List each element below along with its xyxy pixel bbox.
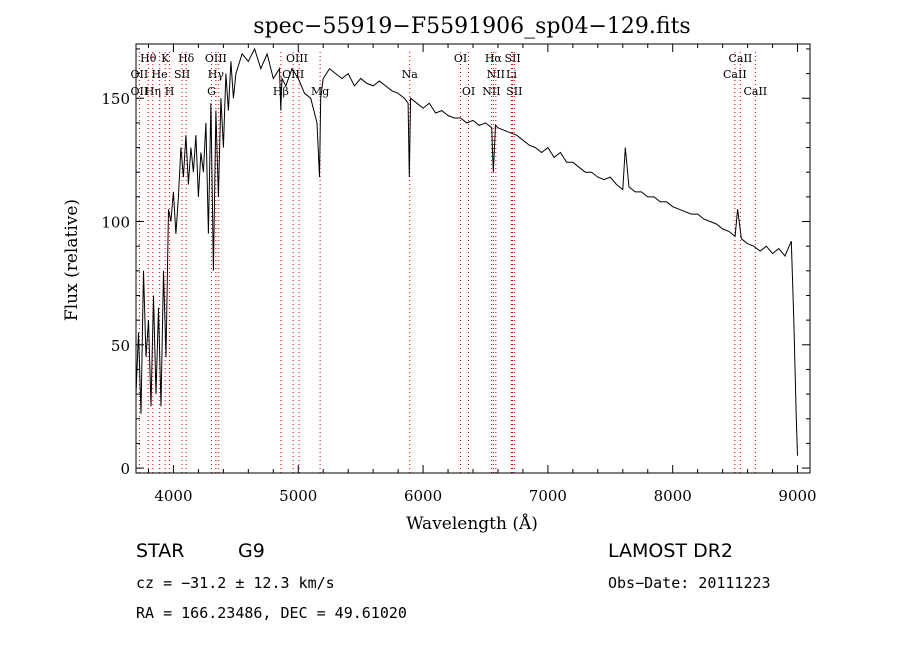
- y-axis-ticks: 0 50 100 150: [101, 48, 810, 478]
- y-tick-label: 150: [101, 90, 130, 108]
- y-tick-label: 0: [120, 460, 130, 478]
- line-label: Mg: [311, 85, 329, 98]
- x-tick-label: 6000: [404, 487, 442, 505]
- plot-frame: [135, 43, 811, 474]
- line-label: OI: [462, 85, 475, 98]
- spectrum-line: [135, 47, 798, 456]
- x-axis-label: Wavelength (Å): [406, 513, 538, 534]
- line-label: SII: [506, 85, 522, 98]
- x-tick-label: 9000: [778, 487, 816, 505]
- object-subclass: G9: [238, 540, 265, 562]
- line-label: Hη: [145, 85, 161, 98]
- line-label: Hα: [485, 52, 503, 65]
- line-label: Hθ: [140, 52, 157, 65]
- x-tick-label: 8000: [654, 487, 692, 505]
- y-tick-label: 100: [101, 214, 130, 232]
- line-label: CaII: [729, 52, 753, 65]
- survey-name: LAMOST DR2: [608, 540, 733, 562]
- redshift-text: cz = −31.2 ± 12.3 km/s: [136, 574, 335, 592]
- line-label: NII: [487, 68, 505, 81]
- x-tick-label: 4000: [154, 487, 192, 505]
- line-label: CaII: [723, 68, 747, 81]
- chart-title: spec−55919−F5591906_sp04−129.fits: [253, 14, 690, 39]
- x-tick-label: 5000: [279, 487, 317, 505]
- line-label: OII: [131, 68, 149, 81]
- line-label: G: [207, 85, 216, 98]
- obs-date-text: Obs−Date: 20111223: [608, 574, 771, 592]
- line-label: SII: [174, 68, 190, 81]
- line-label: Hδ: [178, 52, 195, 65]
- line-label: OIII: [286, 52, 308, 65]
- line-label: H: [165, 85, 175, 98]
- line-label: K: [161, 52, 170, 65]
- line-label: SII: [504, 52, 520, 65]
- line-label: OI: [454, 52, 467, 65]
- line-label: OII: [131, 85, 149, 98]
- x-axis-ticks: 4000 5000 6000 7000 8000 9000: [147, 44, 817, 505]
- line-label: OIII: [282, 68, 304, 81]
- x-tick-label: 7000: [529, 487, 567, 505]
- line-label: Hγ: [208, 68, 225, 81]
- y-axis-label: Flux (relative): [62, 199, 82, 321]
- line-label: Li: [506, 68, 517, 81]
- line-label: Hβ: [273, 85, 289, 98]
- line-label: Na: [402, 68, 419, 81]
- object-class: STAR: [136, 540, 185, 562]
- line-label: He: [152, 68, 168, 81]
- y-tick-label: 50: [111, 337, 130, 355]
- line-label: OIII: [205, 52, 227, 65]
- line-label: NII: [482, 85, 500, 98]
- coordinates-text: RA = 166.23486, DEC = 49.61020: [136, 604, 407, 622]
- line-label: CaII: [743, 85, 767, 98]
